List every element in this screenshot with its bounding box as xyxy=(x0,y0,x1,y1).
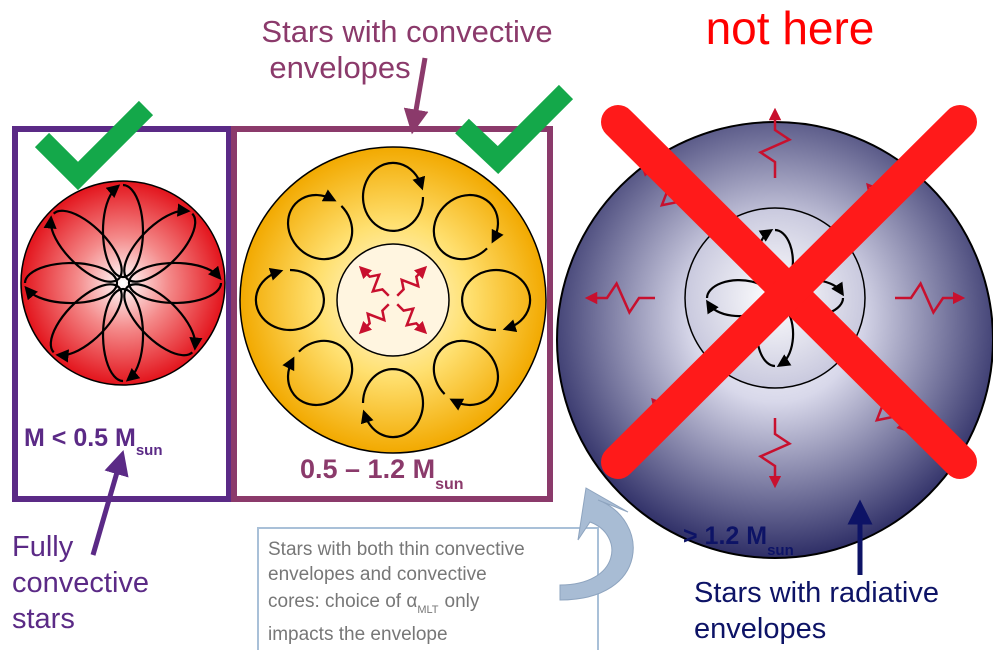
note-line: cores: choice of α xyxy=(268,591,417,612)
mass-text: > 1.2 M xyxy=(683,522,767,550)
red-star xyxy=(21,181,225,385)
left-label-line: Fully xyxy=(12,531,74,563)
left-label-line: stars xyxy=(12,603,75,635)
note-line: Stars with both thin convective xyxy=(268,539,525,560)
note-sub: MLT xyxy=(417,604,438,616)
mass-label: M < 0.5 Msun xyxy=(24,424,163,459)
left-label-line: convective xyxy=(12,567,149,599)
note-line: envelopes and convective xyxy=(268,564,487,585)
top-label-line: Stars with convective xyxy=(261,14,552,49)
pointer-arrow xyxy=(414,58,425,122)
checkmark xyxy=(42,108,146,176)
not-here: not here xyxy=(706,2,875,54)
note-line: only xyxy=(445,591,480,612)
mass-sub: sun xyxy=(136,442,163,459)
right-label: Stars with radiative envelopes xyxy=(694,577,947,645)
diagram: Stars with convectiveenvelopes not here … xyxy=(0,0,993,650)
mass-sub: sun xyxy=(767,542,794,559)
yellow-core xyxy=(337,244,449,356)
mass-sub: sun xyxy=(435,476,463,493)
right-label-line: Stars with radiative xyxy=(694,577,939,609)
mass-label: 0.5 – 1.2 Msun xyxy=(300,454,464,493)
left-label: Fully convective stars xyxy=(12,531,157,635)
right-label-line: envelopes xyxy=(694,613,826,645)
note-line: impacts the envelope xyxy=(268,624,448,645)
pointer-arrow xyxy=(93,462,120,555)
top-label-line: envelopes xyxy=(269,50,410,85)
mass-text: 0.5 – 1.2 M xyxy=(300,454,435,484)
mass-text: M < 0.5 M xyxy=(24,424,136,452)
